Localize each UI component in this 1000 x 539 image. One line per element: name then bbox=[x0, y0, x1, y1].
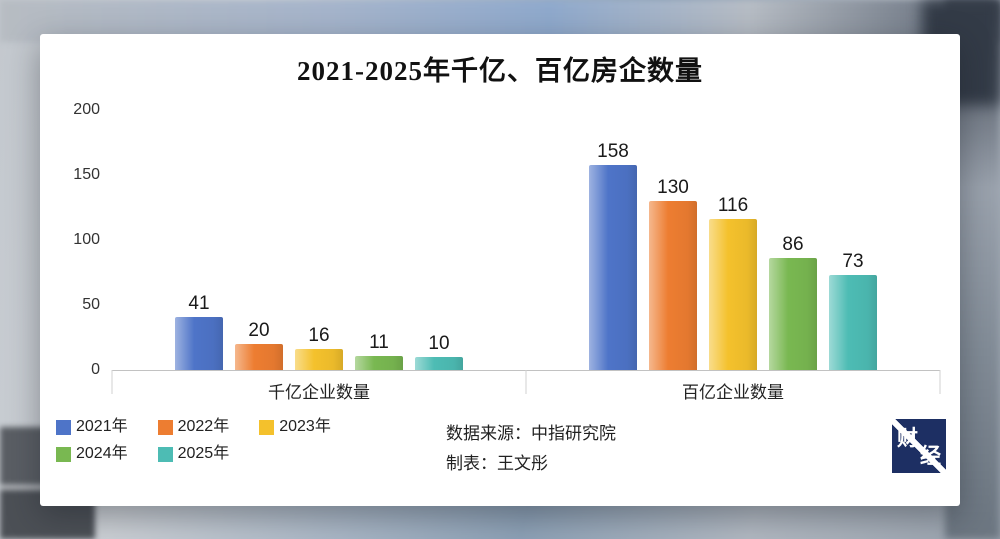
bar: 41 bbox=[175, 110, 223, 370]
plot-groups: 41 20 16 11 10 158 130 116 86 73 bbox=[112, 110, 940, 370]
bar-value-label: 130 bbox=[657, 177, 689, 198]
legend-label: 2025年 bbox=[177, 445, 230, 462]
bar-rect bbox=[415, 357, 463, 370]
legend-label: 2021年 bbox=[76, 418, 128, 435]
bar: 11 bbox=[355, 110, 403, 370]
y-axis: 0 50 100 150 200 bbox=[58, 102, 112, 378]
legend-item: 2022年 bbox=[157, 418, 230, 435]
bar: 10 bbox=[415, 110, 463, 370]
legend-item: 2024年 bbox=[56, 446, 128, 462]
legend-label: 2023年 bbox=[279, 418, 331, 435]
bar-value-label: 16 bbox=[308, 325, 330, 347]
axis-tick bbox=[939, 370, 941, 394]
source-block: 数据来源：中指研究院 制表：王文彤 bbox=[446, 419, 616, 479]
bar-rect bbox=[769, 258, 817, 370]
bar-rect bbox=[829, 275, 877, 370]
bar-group: 158 130 116 86 73 bbox=[526, 110, 940, 370]
y-tick-label: 150 bbox=[73, 166, 100, 183]
category-label: 百亿企业数量 bbox=[682, 383, 784, 402]
bar-value-label: 158 bbox=[597, 140, 629, 162]
logo-char-bottom: 经 bbox=[920, 445, 941, 468]
category-label: 千亿企业数量 bbox=[268, 383, 370, 402]
bar-value-label: 10 bbox=[428, 333, 450, 354]
chart-title: 2021-2025年千亿、百亿房企数量 bbox=[297, 56, 703, 86]
legend: 2021年 2022年 2023年 2024年 2025年 bbox=[56, 419, 391, 473]
chart-footer: 2021年 2022年 2023年 2024年 2025年 数据来源：中指研究院 制表：… bbox=[40, 419, 960, 479]
bar: 73 bbox=[829, 110, 877, 370]
plot-column: 41 20 16 11 10 158 130 116 86 73 千亿企业数量 百亿企业数量 bbox=[111, 110, 941, 403]
y-tick-label: 100 bbox=[73, 231, 100, 248]
bar-rect bbox=[589, 164, 637, 370]
category-axis: 千亿企业数量 百亿企业数量 bbox=[112, 378, 940, 403]
axis-tick bbox=[111, 370, 113, 394]
chart-area: 0 50 100 150 200 41 20 16 11 10 158 130 116 86 73 千亿企… bbox=[40, 102, 960, 403]
legend-swatch bbox=[259, 419, 275, 435]
legend-swatch bbox=[157, 419, 173, 435]
bar-rect bbox=[709, 219, 757, 370]
bar-rect bbox=[235, 344, 283, 370]
chart-card: 2021-2025年千亿、百亿房企数量 0 50 100 150 200 41 20 16 1… bbox=[40, 34, 960, 506]
legend-swatch bbox=[56, 446, 71, 462]
legend-swatch bbox=[157, 446, 173, 462]
bar: 16 bbox=[295, 110, 343, 370]
bar-value-label: 20 bbox=[248, 320, 270, 341]
y-tick-label: 200 bbox=[73, 101, 100, 118]
author-text: 制表：王文彤 bbox=[446, 453, 548, 473]
caijing-logo: 财 经 bbox=[892, 419, 946, 473]
data-source-text: 数据来源：中指研究院 bbox=[446, 424, 616, 443]
bar-rect bbox=[649, 201, 697, 370]
legend-swatch bbox=[56, 419, 71, 435]
legend-label: 2024年 bbox=[76, 445, 128, 462]
bar: 116 bbox=[709, 110, 757, 370]
bar-value-label: 73 bbox=[842, 251, 864, 273]
plot-area: 41 20 16 11 10 158 130 116 86 73 bbox=[111, 110, 941, 394]
bar-value-label: 116 bbox=[717, 195, 749, 217]
logo-char-top: 财 bbox=[897, 427, 918, 450]
bar-group: 41 20 16 11 10 bbox=[112, 110, 526, 370]
legend-item: 2025年 bbox=[157, 445, 230, 462]
y-tick-label: 50 bbox=[82, 296, 100, 313]
bar: 20 bbox=[235, 110, 283, 370]
bar-rect bbox=[355, 355, 403, 370]
bar-value-label: 11 bbox=[369, 331, 389, 353]
legend-row: 2021年 2022年 2023年 bbox=[56, 419, 391, 435]
bar: 158 bbox=[589, 110, 637, 370]
bar-value-label: 86 bbox=[782, 234, 804, 256]
legend-label: 2022年 bbox=[177, 418, 230, 435]
legend-item: 2021年 bbox=[56, 419, 128, 435]
bar-value-label: 41 bbox=[188, 292, 210, 314]
bar-rect bbox=[295, 349, 343, 370]
legend-row: 2024年 2025年 bbox=[56, 446, 391, 462]
axis-tick bbox=[525, 370, 527, 394]
legend-item: 2023年 bbox=[259, 419, 331, 435]
y-tick-label: 0 bbox=[91, 361, 100, 378]
bar-rect bbox=[175, 316, 223, 370]
bar: 130 bbox=[649, 110, 697, 370]
bar: 86 bbox=[769, 110, 817, 370]
